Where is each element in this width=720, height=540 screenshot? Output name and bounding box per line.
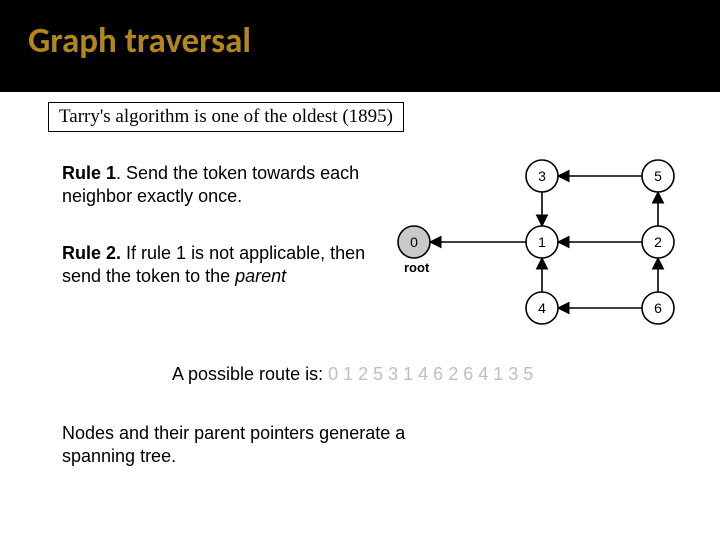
slide-title: Graph traversal bbox=[28, 20, 692, 62]
route-prefix: A possible route is: bbox=[172, 364, 328, 384]
rule-1: Rule 1. Send the token towards each neig… bbox=[62, 162, 372, 208]
svg-text:0: 0 bbox=[410, 234, 418, 250]
graph-diagram: 0 1 2 3 5 4 6 root bbox=[386, 152, 712, 352]
rule-2-label: Rule 2. bbox=[62, 243, 121, 263]
rule-1-label: Rule 1 bbox=[62, 163, 116, 183]
svg-text:3: 3 bbox=[538, 168, 546, 184]
rule-2: Rule 2. If rule 1 is not applicable, the… bbox=[62, 242, 372, 288]
slide-header: Graph traversal bbox=[0, 0, 720, 92]
svg-text:5: 5 bbox=[654, 168, 662, 184]
route-line: A possible route is: 0 1 2 5 3 1 4 6 2 6… bbox=[172, 364, 533, 385]
svg-text:root: root bbox=[404, 260, 430, 275]
svg-text:4: 4 bbox=[538, 300, 546, 316]
svg-text:2: 2 bbox=[654, 234, 662, 250]
route-path: 0 1 2 5 3 1 4 6 2 6 4 1 3 5 bbox=[328, 364, 533, 384]
subtitle-box: Tarry's algorithm is one of the oldest (… bbox=[48, 102, 404, 132]
svg-text:1: 1 bbox=[538, 234, 546, 250]
svg-text:6: 6 bbox=[654, 300, 662, 316]
footer-text: Nodes and their parent pointers generate… bbox=[62, 422, 482, 468]
subtitle-text: Tarry's algorithm is one of the oldest (… bbox=[59, 106, 393, 127]
rule-2-parent: parent bbox=[235, 266, 286, 286]
rules-block: Rule 1. Send the token towards each neig… bbox=[62, 162, 372, 322]
